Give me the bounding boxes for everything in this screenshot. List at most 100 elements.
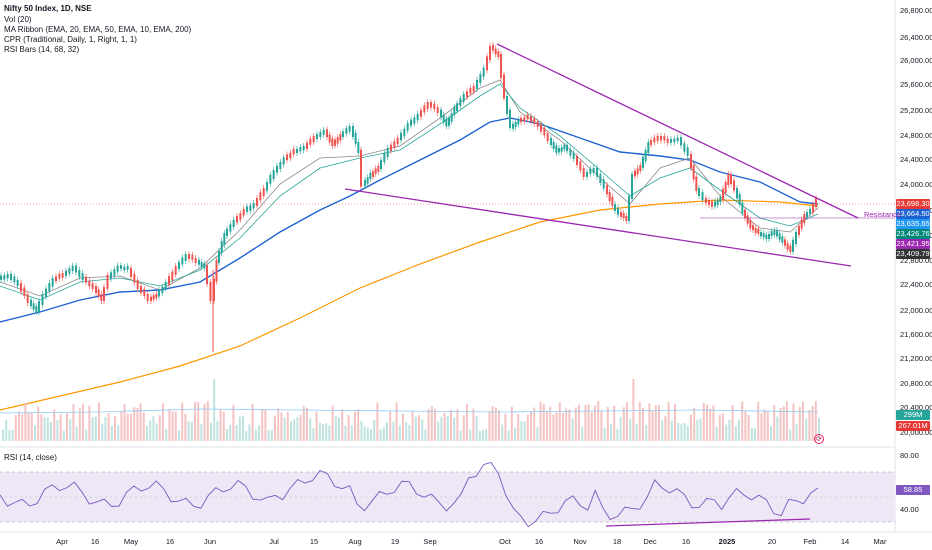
volume-bar — [587, 404, 590, 441]
candle — [724, 182, 727, 193]
ema20-line — [0, 83, 819, 301]
volume-bar — [808, 410, 811, 441]
candle — [550, 138, 552, 145]
volume-bar — [779, 408, 782, 441]
volume-bar — [14, 415, 17, 441]
volume-bar — [18, 411, 20, 441]
volume-bar — [606, 406, 609, 441]
candle — [430, 102, 432, 108]
volume-bar — [619, 416, 622, 441]
candle — [68, 268, 71, 274]
candle — [806, 212, 808, 217]
ma-ribbon-indicator-label[interactable]: MA Ribbon (EMA, 20, EMA, 50, EMA, 10, EM… — [4, 25, 192, 34]
candle — [459, 98, 462, 107]
volume-bar — [194, 401, 196, 441]
volume-bar — [130, 413, 132, 441]
candle — [433, 103, 436, 110]
candle — [809, 208, 811, 214]
candle — [614, 204, 616, 211]
volume-bar — [552, 414, 555, 441]
volume-bar — [424, 429, 427, 441]
volume-bar — [277, 408, 280, 441]
candle — [88, 280, 91, 287]
candle — [161, 286, 164, 294]
dividend-event-icon[interactable]: ⟳ — [814, 434, 824, 444]
candle — [486, 56, 488, 71]
time-axis-tick: 2025 — [718, 537, 736, 546]
volume-bar — [581, 426, 584, 441]
candle — [236, 216, 238, 223]
candle — [656, 136, 659, 141]
volume-bar — [181, 402, 184, 441]
volume-bar — [286, 411, 289, 441]
volume-bar — [686, 425, 689, 441]
candle — [218, 251, 220, 263]
candle — [663, 136, 666, 141]
volume-bar — [226, 428, 228, 441]
candle — [380, 160, 382, 169]
lower-trendline — [344, 188, 852, 267]
volume-bar — [446, 416, 449, 441]
volume-bar — [488, 411, 491, 441]
candle — [762, 233, 765, 238]
volume-bar — [635, 424, 638, 441]
candle — [168, 276, 170, 285]
price-axis-tick: 24,800.00 — [900, 131, 932, 140]
candle — [692, 165, 695, 180]
volume-bar — [158, 415, 161, 441]
resistance-label: Resistance — [864, 210, 902, 219]
volume-bar — [725, 424, 728, 441]
volume-bar — [59, 414, 62, 441]
volume-bar — [94, 416, 97, 441]
cpr-indicator-label[interactable]: CPR (Traditional, Daily, 1, Right, 1, 1) — [4, 35, 137, 44]
candle — [426, 102, 429, 109]
candle — [400, 132, 402, 141]
volume-indicator-label[interactable]: Vol (20) — [4, 15, 32, 24]
candle — [423, 105, 426, 113]
rsi-bars-indicator-label[interactable]: RSI Bars (14, 68, 32) — [4, 45, 80, 54]
candle — [110, 272, 112, 279]
rsi-value-tag: 58.85 — [896, 485, 930, 495]
candle — [262, 188, 265, 196]
volume-bar — [738, 419, 740, 441]
candle — [13, 276, 16, 283]
volume-bar — [520, 421, 523, 441]
volume-bar — [818, 418, 820, 441]
volume-bar — [594, 405, 596, 441]
volume-bar — [494, 407, 497, 441]
candle — [736, 188, 738, 199]
volume-bar — [2, 429, 4, 441]
candle — [680, 137, 682, 146]
candle — [188, 254, 190, 259]
volume-bar — [450, 409, 452, 441]
volume-bar — [338, 417, 340, 441]
volume-bar — [357, 409, 360, 441]
candle — [266, 182, 268, 191]
rsi-line — [0, 461, 819, 528]
volume-bar — [731, 405, 734, 441]
volume-bar — [670, 420, 673, 441]
candle — [194, 258, 197, 263]
volume-bar — [8, 430, 11, 441]
candle — [81, 273, 84, 281]
volume-bar — [491, 406, 494, 441]
volume-bar — [411, 410, 414, 441]
candle — [181, 257, 184, 265]
candle — [647, 142, 650, 153]
time-axis-tick: 16 — [534, 537, 544, 546]
volume-bar — [603, 427, 606, 441]
candle — [256, 198, 258, 206]
candle — [45, 288, 47, 297]
volume-bar — [43, 417, 46, 441]
volume-bar — [232, 404, 235, 441]
symbol-title[interactable]: Nifty 50 Index, 1D, NSE — [4, 4, 92, 13]
rsi-pane-title[interactable]: RSI (14, close) — [4, 453, 57, 462]
candle — [78, 270, 81, 277]
candle — [456, 103, 458, 111]
candle — [348, 126, 351, 132]
price-axis-tick: 22,000.00 — [900, 306, 932, 315]
candle — [393, 141, 396, 148]
candle — [445, 118, 448, 127]
candle — [757, 228, 760, 234]
